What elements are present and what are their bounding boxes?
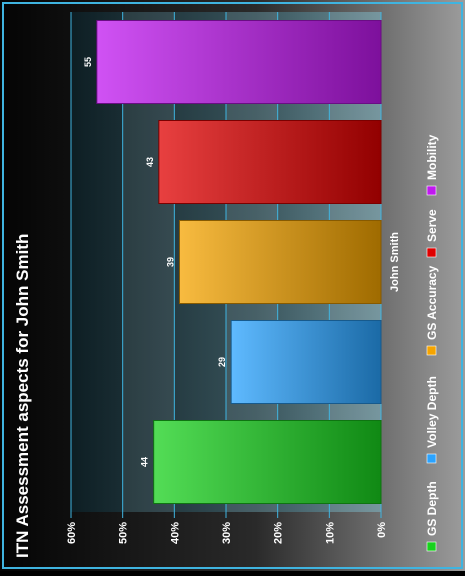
- value-label: 39: [166, 257, 176, 267]
- value-label: 44: [140, 457, 150, 467]
- tick-label: 20%: [273, 522, 285, 544]
- legend-label: Volley Depth: [425, 376, 439, 448]
- legend-swatch: [426, 541, 437, 552]
- legend: GS Depth Volley Depth GS Accuracy Serve Mobi…: [425, 134, 439, 552]
- bar-gs-accuracy: [179, 220, 382, 304]
- tick-label: 60%: [66, 522, 78, 544]
- legend-label: GS Accuracy: [425, 265, 439, 340]
- legend-swatch: [426, 345, 437, 356]
- tick-label: 0%: [376, 522, 388, 538]
- legend-label: Mobility: [425, 134, 439, 180]
- bars: [96, 20, 382, 504]
- legend-swatch: [426, 453, 437, 464]
- axis-ticks: 0% 10% 20% 30% 40% 50% 60%: [66, 522, 388, 544]
- value-labels: 44 29 39 43 55: [83, 57, 227, 467]
- bar-serve: [158, 120, 382, 204]
- tick-label: 30%: [221, 522, 233, 544]
- bar-volley-depth: [230, 320, 382, 404]
- category-label: John Smith: [389, 232, 401, 292]
- legend-label: Serve: [425, 209, 439, 242]
- legend-swatch: [426, 185, 437, 196]
- tick-label: 50%: [118, 522, 130, 544]
- legend-label: GS Depth: [425, 481, 439, 536]
- bar-gs-depth: [153, 420, 382, 504]
- tick-label: 10%: [324, 522, 336, 544]
- chart-frame: [2, 2, 463, 569]
- value-label: 29: [217, 357, 227, 367]
- chart-title: ITN Assessment aspects for John Smith: [13, 234, 32, 558]
- tick-label: 40%: [169, 522, 181, 544]
- bar-mobility: [96, 20, 382, 104]
- value-label: 55: [83, 57, 93, 67]
- value-label: 43: [145, 157, 155, 167]
- legend-swatch: [426, 247, 437, 258]
